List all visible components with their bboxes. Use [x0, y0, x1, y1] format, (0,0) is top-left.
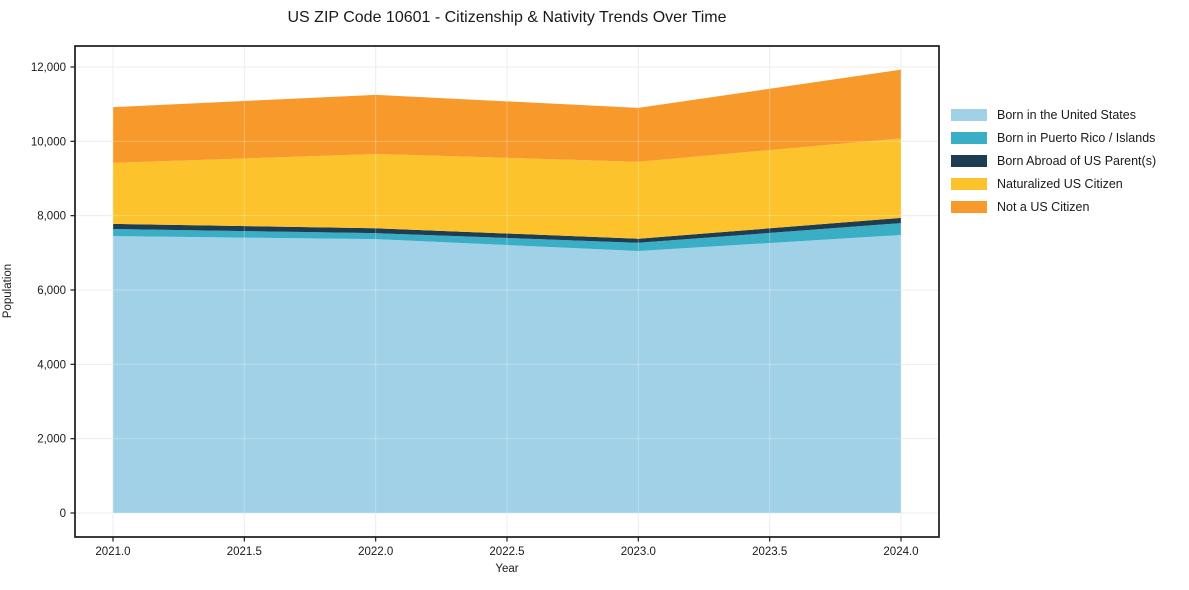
y-tick-label: 12,000	[31, 62, 66, 74]
legend-swatch	[951, 177, 987, 190]
legend-label: Not a US Citizen	[997, 199, 1090, 214]
y-tick-label: 4,000	[37, 359, 66, 371]
legend-label: Naturalized US Citizen	[997, 176, 1123, 191]
legend-item: Not a US Citizen	[951, 195, 1156, 218]
area-born-in-the-united-states	[113, 234, 901, 513]
legend-swatch	[951, 154, 987, 167]
x-tick-label: 2023.0	[621, 546, 656, 558]
legend: Born in the United States Born in Puerto …	[951, 103, 1156, 218]
y-tick-label: 6,000	[37, 285, 66, 297]
x-axis-label: Year	[495, 563, 519, 575]
legend-item: Born Abroad of US Parent(s)	[951, 149, 1156, 172]
area-born-in-puerto-rico-islands	[113, 223, 901, 251]
legend-label: Born in the United States	[997, 107, 1136, 122]
legend-label: Born in Puerto Rico / Islands	[997, 130, 1156, 145]
legend-item: Born in the United States	[951, 103, 1156, 126]
legend-swatch	[951, 200, 987, 213]
area-not-a-us-citizen	[113, 69, 901, 163]
legend-item: Naturalized US Citizen	[951, 172, 1156, 195]
legend-swatch	[951, 108, 987, 121]
x-tick-label: 2024.0	[883, 546, 918, 558]
legend-swatch	[951, 131, 987, 144]
y-tick-label: 8,000	[37, 211, 66, 223]
legend-item: Born in Puerto Rico / Islands	[951, 126, 1156, 149]
area-naturalized-us-citizen	[113, 138, 901, 239]
legend-label: Born Abroad of US Parent(s)	[997, 153, 1157, 168]
x-tick-label: 2022.0	[358, 546, 393, 558]
area-born-abroad-of-us-parent-s	[113, 217, 901, 243]
y-tick-label: 2,000	[37, 434, 66, 446]
x-tick-label: 2021.0	[95, 546, 130, 558]
chart-title: US ZIP Code 10601 - Citizenship & Nativi…	[287, 9, 727, 26]
x-tick-label: 2023.5	[752, 546, 787, 558]
x-tick-label: 2021.5	[227, 546, 262, 558]
y-tick-label: 0	[60, 508, 66, 520]
x-tick-label: 2022.5	[489, 546, 524, 558]
y-axis-label: Population	[2, 263, 14, 319]
y-tick-label: 10,000	[31, 136, 66, 148]
